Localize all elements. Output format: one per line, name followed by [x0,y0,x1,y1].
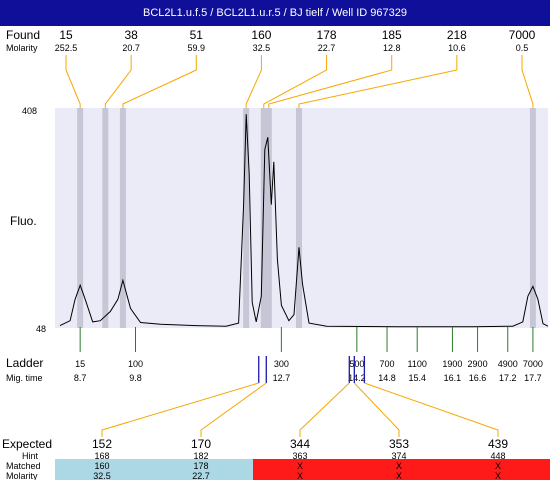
fluo-label: Fluo. [10,214,37,228]
peak-band [102,108,109,328]
hint-label: Hint [22,451,39,461]
hint-value: 168 [94,451,109,461]
matched-value: 160 [94,461,109,471]
ladder-size-label: 100 [128,359,143,369]
found-molarity-label: 59.9 [188,43,206,53]
found-size-label: 185 [382,28,402,42]
ladder-time-label: 17.7 [524,373,542,383]
hint-value: 182 [193,451,208,461]
ladder-time-label: 15.4 [408,373,426,383]
hint-value: 448 [490,451,505,461]
peak-band [265,108,272,328]
matched-row-bg [55,459,253,480]
chart-title: BCL2L1.u.f.5 / BCL2L1.u.r.5 / BJ tielf /… [0,0,550,26]
ladder-time-label: 16.6 [469,373,487,383]
fluorescence-trace [59,114,549,328]
expected-size-label: 170 [191,437,211,451]
expected-leader-line [200,382,267,437]
ladder-time-label: 14.2 [348,373,366,383]
peak-band [295,108,302,328]
found-molarity-label: 32.5 [253,43,271,53]
ladder-size-label: 1100 [408,359,427,369]
found-molarity-label: 10.6 [448,43,466,53]
peak-band [119,108,126,328]
molarity-label: Molarity [6,43,38,53]
ladder-time-label: 14.8 [378,373,396,383]
found-leader-line [245,55,262,108]
found-leader-line [65,55,81,108]
found-molarity-label: 22.7 [318,43,336,53]
peak-band [260,108,267,328]
expected-size-label: 344 [290,437,310,451]
missing-row-bg [253,459,550,480]
found-size-label: 178 [317,28,337,42]
matched-molarity-value: X [396,471,402,480]
ladder-size-label: 300 [274,359,289,369]
ladder-time-label: 12.7 [273,373,291,383]
molarity-row-label: Molarity [6,471,38,480]
ladder-size-label: 2900 [468,359,488,369]
ladder-time-label: 16.1 [444,373,462,383]
expected-leader-line [101,382,259,437]
matched-value: X [396,461,402,471]
expected-size-label: 439 [488,437,508,451]
expected-leader-line [364,382,499,437]
found-molarity-label: 12.8 [383,43,401,53]
found-molarity-label: 252.5 [55,43,78,53]
found-label: Found [6,28,40,42]
found-size-label: 7000 [509,28,536,42]
matched-label: Matched [6,461,41,471]
ladder-size-label: 1900 [442,359,462,369]
hint-value: 363 [292,451,307,461]
ladder-size-label: 500 [349,359,364,369]
expected-size-label: 353 [389,437,409,451]
found-size-label: 15 [59,28,73,42]
ladder-time-label: 9.8 [129,373,142,383]
found-leader-line [122,55,197,108]
ladder-label: Ladder [6,356,43,370]
mig-time-label: Mig. time [6,373,43,383]
y-tick-min: 48 [36,324,46,334]
found-size-label: 160 [251,28,271,42]
ladder-size-label: 4900 [498,359,518,369]
matched-molarity-value: X [297,471,303,480]
matched-value: 178 [193,461,208,471]
peak-band [529,108,536,328]
matched-molarity-value: 32.5 [93,471,111,480]
hint-value: 374 [391,451,406,461]
found-size-label: 38 [124,28,138,42]
matched-molarity-value: 22.7 [192,471,210,480]
ladder-size-label: 15 [75,359,85,369]
found-molarity-label: 0.5 [516,43,529,53]
expected-size-label: 152 [92,437,112,451]
found-size-label: 51 [190,28,204,42]
ladder-time-label: 17.2 [499,373,517,383]
expected-leader-line [299,382,350,437]
ladder-time-label: 8.7 [74,373,87,383]
found-leader-line [298,55,458,108]
found-size-label: 218 [447,28,467,42]
found-leader-line [263,55,328,108]
matched-value: X [297,461,303,471]
found-leader-line [521,55,534,108]
found-leader-line [104,55,132,108]
ladder-size-label: 700 [380,359,395,369]
found-leader-line [268,55,393,108]
expected-leader-line [353,382,400,437]
peak-band [77,108,84,328]
matched-molarity-value: X [495,471,501,480]
ladder-size-label: 7000 [523,359,543,369]
peak-band [243,108,250,328]
y-tick-max: 408 [22,106,37,116]
matched-value: X [495,461,501,471]
found-molarity-label: 20.7 [122,43,140,53]
expected-label: Expected [2,437,52,451]
